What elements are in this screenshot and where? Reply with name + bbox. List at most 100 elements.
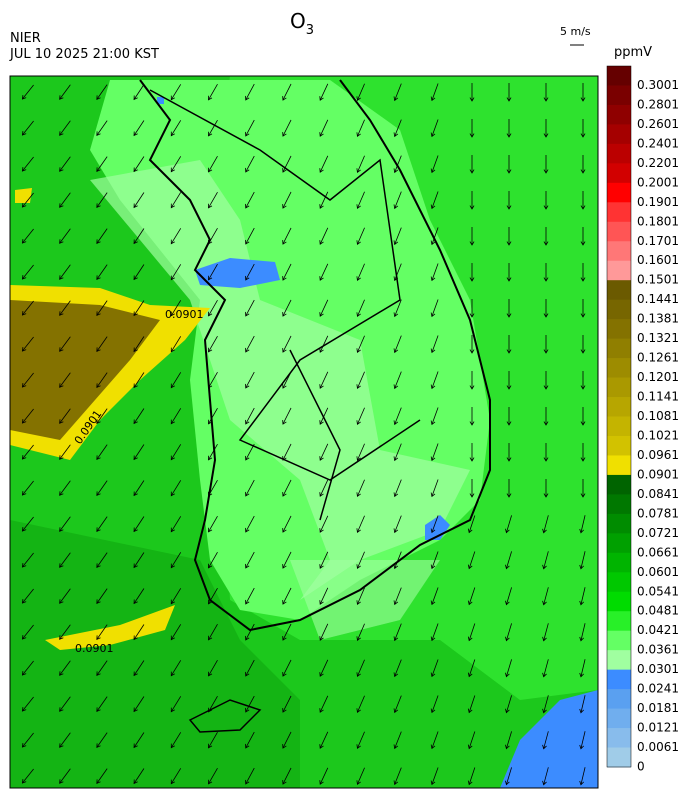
wind-arrow — [431, 191, 439, 209]
wind-arrow-head — [319, 528, 324, 533]
wind-arrow-head — [319, 636, 324, 641]
wind-arrow-head — [96, 455, 101, 461]
wind-arrow-head — [21, 491, 27, 496]
wind-arrow-head — [356, 492, 361, 497]
wind-arrow-head — [96, 383, 101, 389]
wind-arrow — [96, 588, 108, 604]
wind-arrow — [394, 767, 402, 785]
wind-arrow — [431, 659, 439, 677]
wind-arrow-head — [580, 205, 586, 210]
colorbar-swatch — [607, 611, 631, 632]
wind-arrow-head — [467, 744, 473, 750]
wind-arrow-head — [543, 421, 549, 426]
colorbar-label: 0.0061 — [637, 740, 679, 754]
wind-arrow — [319, 155, 329, 173]
wind-arrow-head — [506, 97, 512, 102]
wind-arrow — [133, 480, 145, 496]
wind-arrow — [59, 408, 71, 424]
wind-arrow — [319, 515, 329, 533]
wind-arrow — [96, 300, 108, 316]
wind-arrow-head — [170, 635, 176, 641]
wind-arrow-head — [543, 313, 549, 318]
wind-arrow — [431, 263, 439, 281]
wind-arrow — [170, 300, 182, 316]
wind-arrow-head — [21, 239, 27, 244]
wind-arrow — [133, 768, 145, 784]
wind-arrow-head — [319, 780, 324, 785]
wind-arrow-head — [356, 240, 361, 245]
wind-arrow-head — [543, 205, 549, 210]
wind-arrow — [282, 479, 292, 497]
wind-arrow-head — [59, 743, 64, 748]
wind-arrow-head — [282, 780, 287, 785]
colorbar-swatch — [607, 377, 631, 398]
wind-arrow-head — [245, 311, 250, 317]
wind-arrow-head — [430, 708, 436, 714]
wind-arrow — [208, 660, 218, 676]
wind-arrow-head — [133, 743, 138, 749]
wind-arrow-head — [469, 349, 475, 354]
wind-arrow-head — [245, 671, 250, 677]
wind-arrow — [208, 480, 218, 496]
wind-arrow — [22, 696, 34, 712]
wind-arrow — [282, 659, 292, 677]
wind-arrow-head — [505, 600, 510, 606]
wind-arrow-head — [245, 527, 250, 533]
colorbar-label: 0.0601 — [637, 565, 679, 579]
colorbar-swatch — [607, 728, 631, 749]
wind-arrow-head — [245, 383, 250, 389]
colorbar-swatch — [607, 182, 631, 203]
colorbar-swatch — [607, 708, 631, 729]
wind-arrow — [59, 480, 71, 496]
wind-arrow-head — [170, 419, 176, 425]
wind-arrow-head — [21, 527, 27, 532]
wind-arrow-head — [245, 275, 250, 281]
wind-arrow-head — [208, 491, 213, 497]
wind-arrow — [208, 516, 218, 532]
colorbar-label: 0.2601 — [637, 117, 679, 131]
colorbar-label: 0.0661 — [637, 545, 679, 559]
wind-arrow — [208, 372, 218, 388]
colorbar-swatch — [607, 358, 631, 379]
wind-arrow-head — [469, 169, 475, 174]
wind-arrow — [468, 767, 476, 785]
wind-arrow-head — [96, 599, 101, 605]
plume — [15, 188, 32, 203]
colorbar-label: 0.1701 — [637, 234, 679, 248]
wind-arrow-head — [282, 600, 287, 605]
wind-arrow — [282, 335, 292, 353]
wind-arrow — [468, 695, 476, 713]
colorbar-swatch — [607, 338, 631, 359]
wind-arrow-head — [282, 312, 287, 317]
wind-arrow — [59, 516, 71, 532]
wind-arrow-head — [319, 492, 324, 497]
wind-arrow-head — [506, 205, 512, 210]
wind-arrow-head — [59, 275, 64, 280]
wind-arrow — [208, 120, 218, 136]
wind-arrow-head — [59, 311, 64, 316]
wind-arrow — [543, 659, 549, 677]
wind-arrow-head — [59, 707, 64, 712]
wind-arrow — [431, 515, 439, 533]
wind-arrow — [357, 407, 365, 425]
wind-arrow-head — [393, 348, 399, 354]
wind-arrow — [22, 444, 34, 460]
wind-arrow — [282, 587, 292, 605]
wind-arrow-head — [467, 636, 473, 642]
wind-arrow — [319, 731, 329, 749]
wind-arrow-head — [170, 455, 176, 461]
wind-arrow-head — [579, 528, 585, 534]
colorbar-label: 0.2401 — [637, 136, 679, 150]
wind-arrow — [580, 695, 586, 713]
wind-arrow — [357, 515, 365, 533]
wind-arrow-head — [282, 96, 287, 101]
wind-arrow — [208, 768, 218, 784]
wind-arrow-head — [356, 528, 361, 533]
wind-arrow — [357, 623, 365, 641]
wind-arrow — [431, 371, 439, 389]
wind-arrow-head — [506, 313, 512, 318]
wind-arrow-head — [170, 275, 176, 281]
wind-arrow-head — [393, 240, 399, 246]
wind-arrow — [357, 335, 365, 353]
wind-arrow-head — [208, 239, 213, 245]
